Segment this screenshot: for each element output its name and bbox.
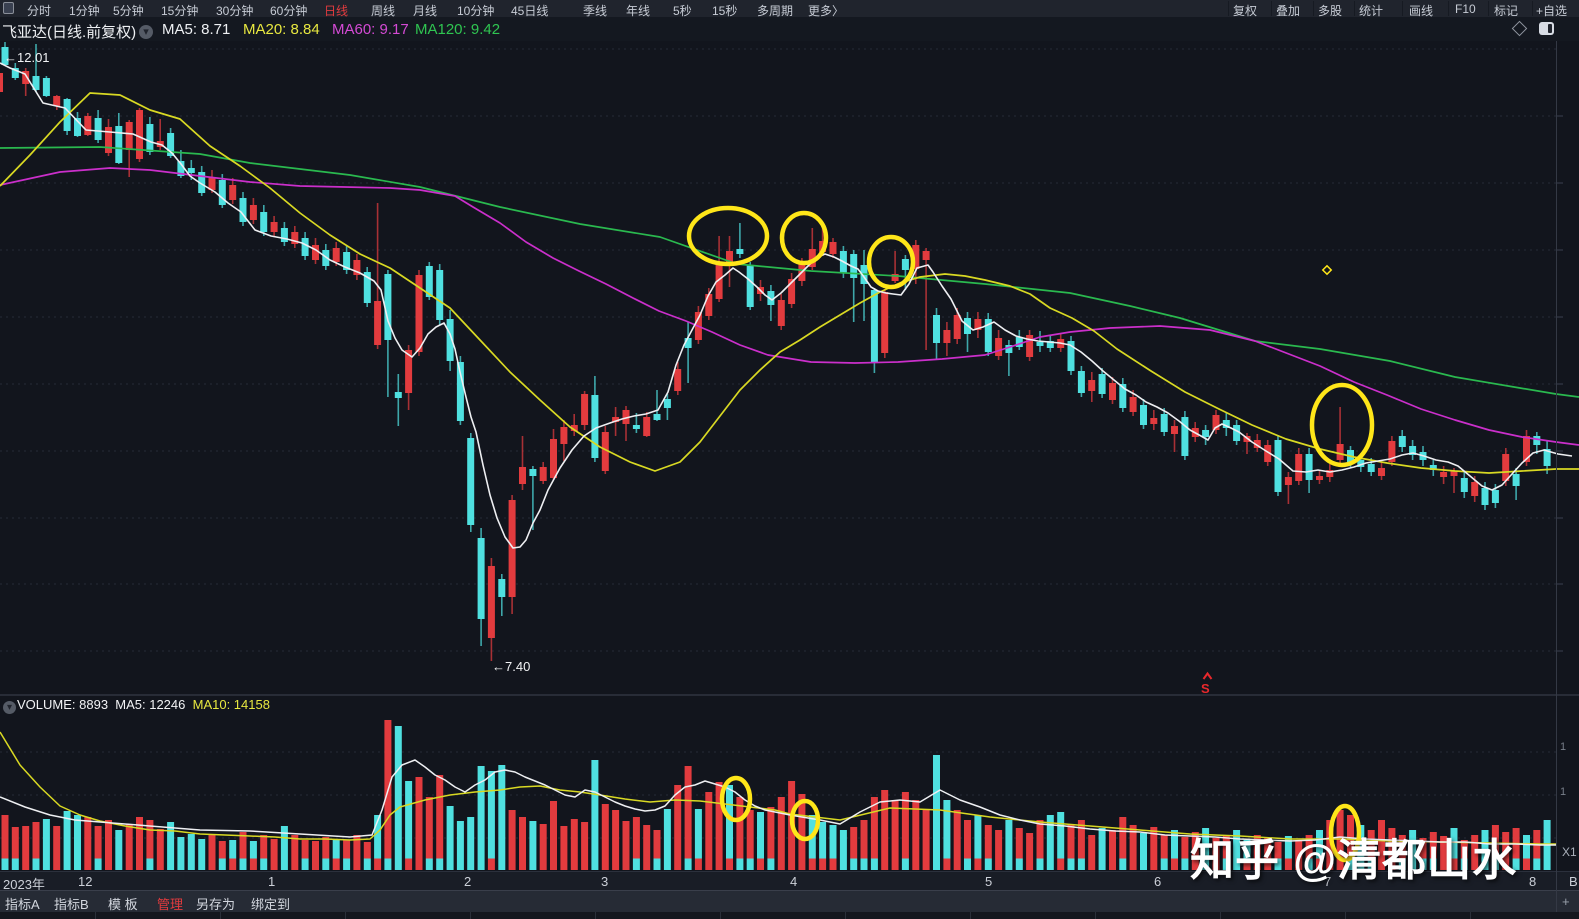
- svg-text:S: S: [1201, 681, 1210, 696]
